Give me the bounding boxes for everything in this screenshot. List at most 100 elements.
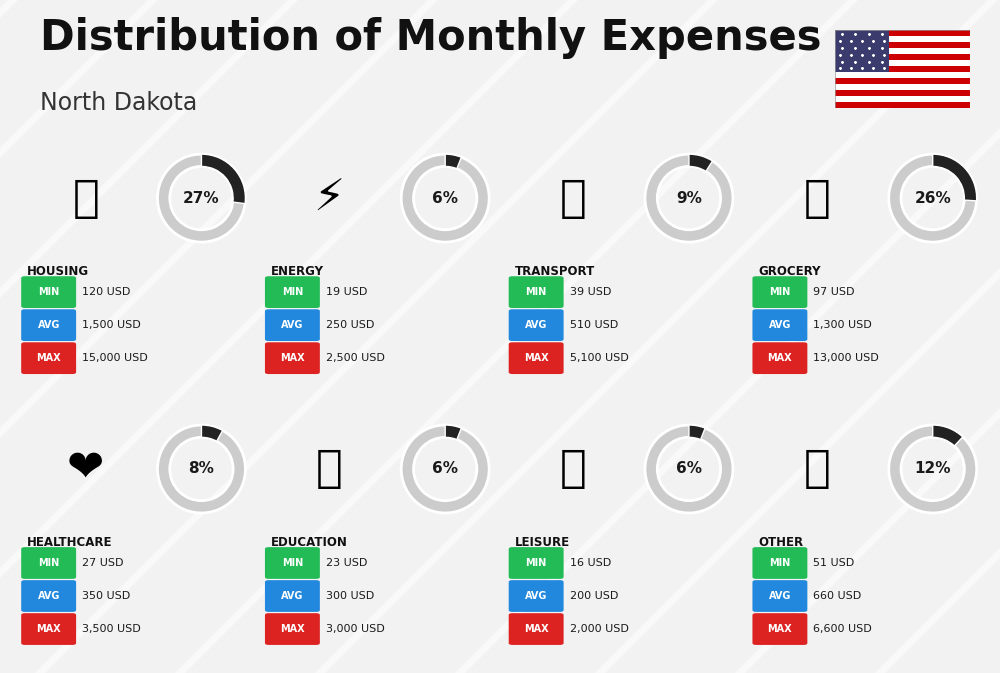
- Wedge shape: [933, 154, 977, 201]
- Text: North Dakota: North Dakota: [40, 91, 197, 115]
- Text: 9%: 9%: [676, 190, 702, 206]
- FancyBboxPatch shape: [265, 310, 320, 341]
- Text: 120 USD: 120 USD: [82, 287, 130, 297]
- Text: 26%: 26%: [914, 190, 951, 206]
- Text: MIN: MIN: [769, 287, 791, 297]
- Text: 🛒: 🛒: [804, 176, 830, 219]
- FancyBboxPatch shape: [509, 310, 564, 341]
- Text: 6%: 6%: [432, 462, 458, 476]
- FancyBboxPatch shape: [835, 102, 970, 108]
- Text: MIN: MIN: [38, 558, 59, 568]
- Text: MIN: MIN: [526, 558, 547, 568]
- Text: 6%: 6%: [676, 462, 702, 476]
- Wedge shape: [401, 154, 489, 242]
- Text: 23 USD: 23 USD: [326, 558, 367, 568]
- Text: MAX: MAX: [36, 353, 61, 363]
- FancyBboxPatch shape: [21, 310, 76, 341]
- Text: 1,300 USD: 1,300 USD: [813, 320, 872, 330]
- Text: 27 USD: 27 USD: [82, 558, 124, 568]
- FancyBboxPatch shape: [835, 36, 970, 42]
- Text: 3,500 USD: 3,500 USD: [82, 624, 141, 634]
- FancyBboxPatch shape: [752, 547, 807, 579]
- Wedge shape: [689, 425, 705, 439]
- Text: 51 USD: 51 USD: [813, 558, 855, 568]
- FancyBboxPatch shape: [265, 276, 320, 308]
- Text: 2,000 USD: 2,000 USD: [570, 624, 628, 634]
- FancyBboxPatch shape: [752, 613, 807, 645]
- FancyBboxPatch shape: [835, 84, 970, 90]
- Text: 200 USD: 200 USD: [570, 591, 618, 601]
- Wedge shape: [157, 154, 245, 242]
- Wedge shape: [933, 425, 963, 446]
- Text: Distribution of Monthly Expenses: Distribution of Monthly Expenses: [40, 17, 822, 59]
- Text: 6%: 6%: [432, 190, 458, 206]
- FancyBboxPatch shape: [21, 547, 76, 579]
- FancyBboxPatch shape: [835, 66, 970, 72]
- Text: MIN: MIN: [38, 287, 59, 297]
- Wedge shape: [689, 154, 713, 172]
- Wedge shape: [157, 425, 245, 513]
- Text: 13,000 USD: 13,000 USD: [813, 353, 879, 363]
- FancyBboxPatch shape: [752, 580, 807, 612]
- Wedge shape: [645, 425, 733, 513]
- Text: 🚌: 🚌: [560, 176, 587, 219]
- Text: 19 USD: 19 USD: [326, 287, 367, 297]
- Wedge shape: [645, 154, 733, 242]
- FancyBboxPatch shape: [752, 310, 807, 341]
- Text: 660 USD: 660 USD: [813, 591, 862, 601]
- FancyBboxPatch shape: [21, 276, 76, 308]
- Text: MIN: MIN: [282, 558, 303, 568]
- Text: 15,000 USD: 15,000 USD: [82, 353, 148, 363]
- Text: 🛍️: 🛍️: [560, 448, 587, 491]
- Text: 💰: 💰: [804, 448, 830, 491]
- Text: 300 USD: 300 USD: [326, 591, 374, 601]
- Text: MAX: MAX: [280, 353, 305, 363]
- FancyBboxPatch shape: [835, 72, 970, 78]
- Text: MAX: MAX: [524, 353, 548, 363]
- Text: TRANSPORT: TRANSPORT: [515, 265, 595, 279]
- Text: MIN: MIN: [769, 558, 791, 568]
- Text: GROCERY: GROCERY: [758, 265, 821, 279]
- Wedge shape: [401, 425, 489, 513]
- Text: 🎓: 🎓: [316, 448, 343, 491]
- Text: 39 USD: 39 USD: [570, 287, 611, 297]
- FancyBboxPatch shape: [835, 30, 970, 36]
- FancyBboxPatch shape: [835, 60, 970, 66]
- Wedge shape: [889, 425, 977, 513]
- Text: MIN: MIN: [282, 287, 303, 297]
- Text: 8%: 8%: [189, 462, 214, 476]
- Text: 350 USD: 350 USD: [82, 591, 130, 601]
- FancyBboxPatch shape: [265, 613, 320, 645]
- FancyBboxPatch shape: [835, 42, 970, 48]
- Text: HEALTHCARE: HEALTHCARE: [27, 536, 113, 549]
- FancyBboxPatch shape: [265, 547, 320, 579]
- Wedge shape: [445, 425, 461, 439]
- Text: 3,000 USD: 3,000 USD: [326, 624, 385, 634]
- FancyBboxPatch shape: [21, 343, 76, 374]
- Text: 🏙: 🏙: [72, 176, 99, 219]
- Text: 97 USD: 97 USD: [813, 287, 855, 297]
- FancyBboxPatch shape: [835, 54, 970, 60]
- Text: MAX: MAX: [280, 624, 305, 634]
- FancyBboxPatch shape: [21, 613, 76, 645]
- Text: AVG: AVG: [281, 591, 304, 601]
- Text: AVG: AVG: [37, 591, 60, 601]
- Text: MAX: MAX: [524, 624, 548, 634]
- Text: OTHER: OTHER: [758, 536, 804, 549]
- Text: 250 USD: 250 USD: [326, 320, 374, 330]
- Wedge shape: [445, 154, 461, 169]
- FancyBboxPatch shape: [752, 276, 807, 308]
- Text: AVG: AVG: [769, 591, 791, 601]
- FancyBboxPatch shape: [265, 580, 320, 612]
- Text: 6,600 USD: 6,600 USD: [813, 624, 872, 634]
- Text: 5,100 USD: 5,100 USD: [570, 353, 628, 363]
- Text: LEISURE: LEISURE: [515, 536, 570, 549]
- Text: 27%: 27%: [183, 190, 220, 206]
- FancyBboxPatch shape: [509, 613, 564, 645]
- Text: MAX: MAX: [768, 624, 792, 634]
- Text: AVG: AVG: [525, 591, 547, 601]
- Text: ENERGY: ENERGY: [271, 265, 324, 279]
- FancyBboxPatch shape: [265, 343, 320, 374]
- Text: MIN: MIN: [526, 287, 547, 297]
- FancyBboxPatch shape: [835, 90, 970, 96]
